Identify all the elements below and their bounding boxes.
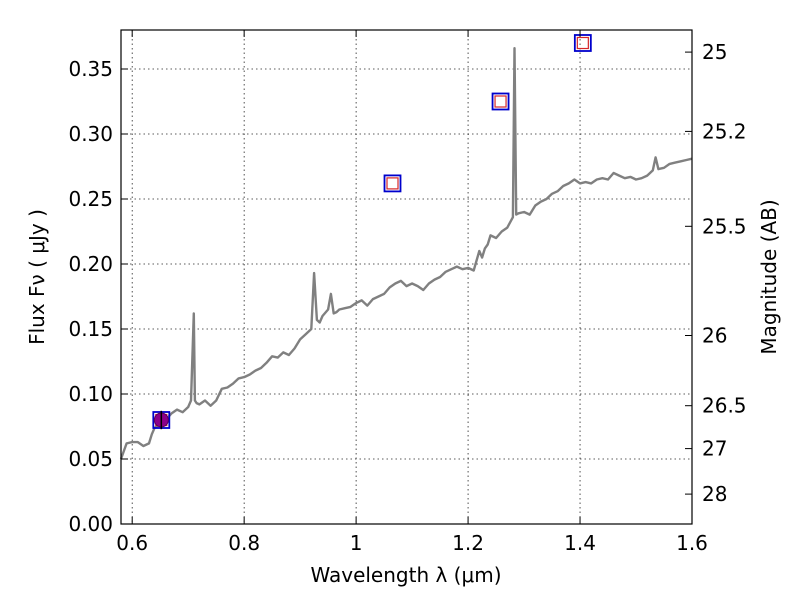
plot-series — [119, 47, 693, 460]
right-tick-label: 26 — [702, 324, 727, 348]
blue-square-marker — [573, 34, 592, 52]
x-tick-label: 0.8 — [228, 531, 260, 555]
y-tick-label: 0.05 — [68, 447, 113, 471]
right-tick-label: 25.5 — [702, 214, 747, 238]
x-tick-label: 0.6 — [116, 531, 148, 555]
y-tick-label: 0.15 — [68, 317, 113, 341]
y-tick-label: 0.00 — [68, 512, 113, 536]
x-tick-label: 1.6 — [676, 531, 708, 555]
right-axis-title: Magnitude (AB) — [757, 199, 781, 354]
red-square-marker — [386, 177, 399, 190]
plot-frame — [120, 29, 693, 525]
right-tick-label: 27 — [702, 437, 727, 461]
right-tick-label: 26.5 — [702, 394, 747, 418]
y-tick-label: 0.30 — [68, 122, 113, 146]
right-tick-label: 25 — [702, 40, 727, 64]
y-tick-label: 0.35 — [68, 57, 113, 81]
grid — [121, 30, 693, 525]
x-axis-title: Wavelength λ (μm) — [310, 563, 501, 587]
red-square-marker — [576, 36, 589, 50]
y-axis-title: Flux Fν ( μJy ) — [25, 209, 49, 345]
x-tick-label: 1 — [350, 531, 363, 555]
y-tick-label: 0.10 — [68, 382, 113, 406]
x-tick-label: 1.2 — [452, 531, 484, 555]
blue-square-marker — [383, 174, 402, 193]
y-tick-label: 0.20 — [68, 252, 113, 276]
axis-ticks: 0.6 0.8 1 1.2 1.4 1.6 0.00 0.05 0.10 0.15 0.20 0.25… — [68, 30, 747, 555]
red-square-marker — [494, 95, 507, 108]
spectrum-line — [119, 47, 693, 460]
y-tick-label: 0.25 — [68, 187, 113, 211]
right-tick-label: 25.2 — [702, 119, 747, 143]
blue-square-marker — [491, 92, 510, 111]
right-tick-label: 28 — [702, 482, 727, 506]
photometry-markers — [152, 34, 592, 430]
x-tick-label: 1.4 — [564, 531, 596, 555]
